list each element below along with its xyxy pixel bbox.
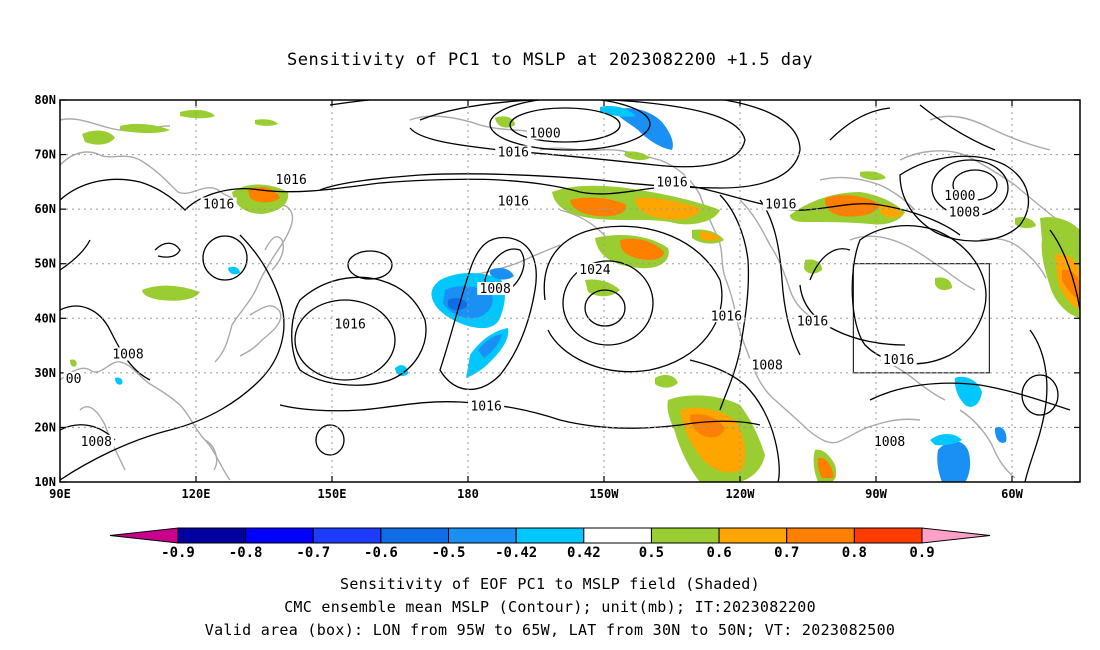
map-title: Sensitivity of PC1 to MSLP at 2023082200… <box>286 50 813 70</box>
contour-label: 1008 <box>112 347 143 362</box>
contour-label: 00 <box>66 372 82 387</box>
contour-label: 1000 <box>529 126 560 141</box>
coastlines <box>60 115 1080 481</box>
lon-labels: 90E 120E 150E 180 150W 120W 90W 60W <box>49 487 1023 501</box>
contour-label-bg <box>468 399 505 413</box>
contour-label: 1016 <box>334 317 365 332</box>
colorbar-label: -0.6 <box>364 545 398 561</box>
contour-label-bg <box>880 352 917 366</box>
contour-label: 1008 <box>949 206 980 221</box>
colorbar-label: 0.6 <box>706 545 731 561</box>
colorbar-label: -0.5 <box>432 545 466 561</box>
colorbar-segment <box>448 527 517 544</box>
colorbar-label: -0.9 <box>161 545 195 561</box>
contour-label-bg <box>576 262 613 276</box>
contour-label: 1016 <box>203 197 234 212</box>
lat-label: 50N <box>34 257 56 271</box>
colorbar-label: 0.42 <box>567 545 601 561</box>
contour-label: 1008 <box>480 282 511 297</box>
contour-label: 1016 <box>711 309 742 324</box>
contour-label: 1024 <box>579 263 610 278</box>
colorbar-segment <box>177 527 247 544</box>
contour-label: 1000 <box>944 189 975 204</box>
colorbar-segment <box>718 527 788 544</box>
contour-label: 1016 <box>765 197 796 212</box>
contour-label: 1016 <box>656 176 687 191</box>
axis-ticks <box>59 99 1080 483</box>
contour-label-bg <box>332 317 369 331</box>
lon-label: 90E <box>49 487 71 501</box>
contour-label-bg <box>495 194 532 208</box>
lon-label: 60W <box>1001 487 1023 501</box>
contour-label-bg <box>762 197 799 211</box>
contour-label: 1016 <box>498 146 529 161</box>
colorbar-segment <box>853 527 923 544</box>
lon-label: 150W <box>590 487 620 501</box>
caption-line-1: Sensitivity of EOF PC1 to MSLP field (Sh… <box>340 575 760 593</box>
colorbar-label: -0.7 <box>296 545 330 561</box>
contour-label: 1008 <box>81 435 112 450</box>
sensitivity-shading <box>70 106 1080 482</box>
contour-label-bg <box>708 309 745 323</box>
lon-label: 180 <box>457 487 479 501</box>
colorbar-label: -0.8 <box>229 545 263 561</box>
mslp-contours <box>60 100 1080 482</box>
contour-label-bg <box>78 434 115 448</box>
colorbar-segment <box>786 527 855 544</box>
valid-area-box <box>852 263 990 374</box>
lon-label: 120W <box>726 487 756 501</box>
contour-label-bg <box>654 175 690 189</box>
lat-label: 70N <box>34 148 56 162</box>
lat-label: 10N <box>34 475 56 489</box>
lat-label: 40N <box>34 311 56 325</box>
colorbar-over-triangle <box>921 527 991 544</box>
colorbar-under-triangle <box>109 527 179 544</box>
colorbar-label: -0.42 <box>495 545 537 561</box>
lon-label: 120E <box>182 487 211 501</box>
contour-label-bg <box>527 126 564 140</box>
lat-label: 80N <box>34 93 56 107</box>
colorbar-label: 0.8 <box>842 545 867 561</box>
colorbar: -0.9 -0.8 -0.7 -0.6 -0.5 -0.42 0.42 0.5 0.6 0.7 0.… <box>109 527 991 561</box>
colorbar-segment <box>583 527 652 544</box>
caption-line-3: Valid area (box): LON from 95W to 65W, L… <box>204 621 896 639</box>
contour-label-bg <box>200 197 237 211</box>
contour-label-bg <box>871 434 908 448</box>
contour-label: 1008 <box>752 358 783 373</box>
contour-label: 1016 <box>276 173 307 188</box>
colorbar-segment <box>245 527 314 544</box>
colorbar-label: 0.7 <box>774 545 799 561</box>
lon-label: 90W <box>865 487 887 501</box>
lat-label: 20N <box>34 420 56 434</box>
caption-line-2: CMC ensemble mean MSLP (Contour); unit(m… <box>284 598 816 616</box>
lat-label: 30N <box>34 366 56 380</box>
contour-label-bg <box>477 282 514 295</box>
contour-label: 1008 <box>874 435 905 450</box>
contour-label: 1016 <box>498 195 529 210</box>
plot-frame <box>59 99 1081 483</box>
colorbar-segment <box>380 527 450 544</box>
contour-label-bg <box>273 172 310 186</box>
contour-label-bg <box>749 358 786 372</box>
contour-label-bg <box>63 372 84 386</box>
colorbar-segment <box>650 527 720 544</box>
contour-label-bg <box>794 314 831 328</box>
colorbar-label: 0.9 <box>909 545 934 561</box>
lat-lon-grid <box>60 100 1080 482</box>
contour-label-bg <box>110 347 146 361</box>
contour-label-bg <box>941 189 978 203</box>
colorbar-label: 0.5 <box>639 545 664 561</box>
contour-label: 1016 <box>797 315 828 330</box>
contour-label: 1016 <box>470 399 501 414</box>
contour-label: 1016 <box>883 353 914 368</box>
lon-label: 150E <box>318 487 347 501</box>
colorbar-segment <box>312 527 382 544</box>
lat-label: 60N <box>34 202 56 216</box>
colorbar-segment <box>515 527 585 544</box>
lat-labels: 80N 70N 60N 50N 40N 30N 20N 10N <box>34 93 56 489</box>
contour-label-bg <box>495 145 532 159</box>
contour-label-bg <box>946 205 983 219</box>
